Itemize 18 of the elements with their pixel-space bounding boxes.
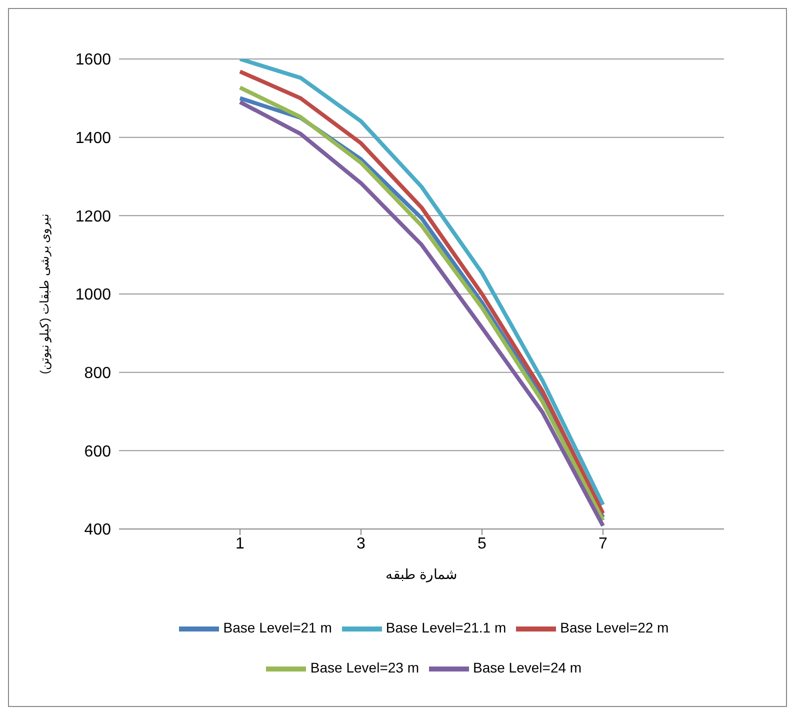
x-tick-label: 3 bbox=[356, 535, 366, 552]
y-tick-label: 1600 bbox=[75, 52, 112, 69]
y-tick-label: 600 bbox=[84, 443, 112, 460]
legend-label: Base Level=22 m bbox=[560, 620, 669, 636]
y-tick-label: 1000 bbox=[75, 286, 112, 304]
x-axis-title: شمارة طبقه bbox=[386, 566, 458, 583]
y-tick-label: 800 bbox=[84, 365, 112, 382]
y-tick-label: 1200 bbox=[75, 208, 112, 226]
y-tick-label: 400 bbox=[84, 522, 112, 539]
y-axis-title: نیروی برشی طبقات (کیلو نیوتن) bbox=[37, 214, 52, 374]
x-tick-label: 1 bbox=[236, 535, 245, 552]
x-tick-label: 7 bbox=[598, 535, 608, 552]
legend-label: Base Level=21 m bbox=[223, 620, 332, 636]
legend-label: Base Level=24 m bbox=[473, 660, 582, 676]
legend-label: Base Level=23 m bbox=[310, 660, 419, 676]
y-tick-label: 1400 bbox=[75, 130, 112, 148]
legend-label: Base Level=21.1 m bbox=[386, 620, 506, 636]
x-tick-label: 5 bbox=[478, 535, 487, 552]
